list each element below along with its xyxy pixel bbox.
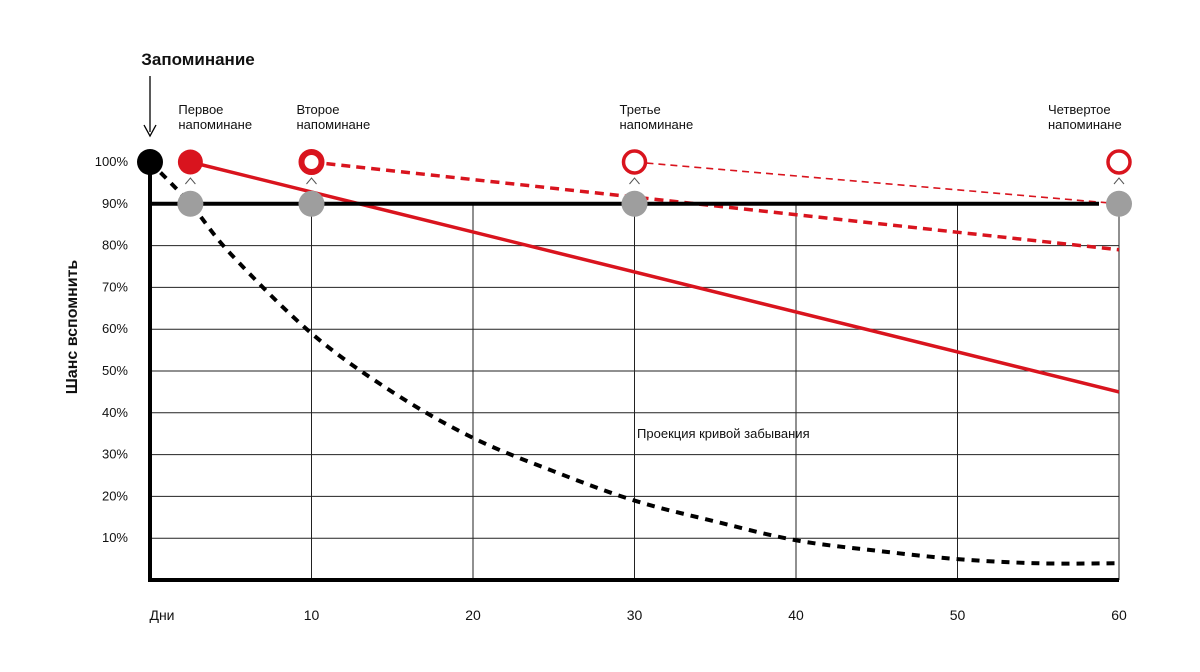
reminder-label-line: напоминане [1048, 117, 1122, 132]
y-tick-label: 20% [102, 488, 128, 503]
reminder-label: Второе напоминане [297, 102, 371, 132]
x-origin-label: Дни [149, 607, 174, 623]
x-tick-label: 50 [950, 607, 966, 623]
y-tick-label: 30% [102, 447, 128, 462]
reminder-gray-marker [621, 190, 648, 217]
x-tick-label: 60 [1111, 607, 1127, 623]
reminder-caret [1113, 177, 1125, 185]
reminder-label-line: Четвертое [1048, 102, 1111, 117]
y-tick-label: 60% [102, 321, 128, 336]
x-tick-label: 20 [465, 607, 481, 623]
title-arrowhead [143, 124, 157, 138]
x-tick-label: 40 [788, 607, 804, 623]
reminder-caret [629, 177, 640, 185]
reminder-red-marker [298, 149, 325, 175]
reminder-label-line: Второе [297, 102, 340, 117]
markers [137, 149, 1132, 217]
grid [150, 203, 1120, 580]
reminder-caret [306, 177, 317, 185]
series-lines [148, 160, 1120, 566]
chart-title: Запоминание [141, 50, 254, 69]
y-tick-label: 80% [102, 238, 128, 253]
x-tick-label: 30 [627, 607, 643, 623]
reminder-gray-marker [177, 190, 204, 217]
start-marker [137, 149, 163, 175]
reminder-gray-marker [298, 190, 325, 217]
reminder-label: Первое напоминане [178, 102, 252, 132]
reminder-gray-marker [1106, 190, 1132, 217]
curve-annotation: Проекция кривой забывания [637, 426, 810, 441]
y-tick-label: 40% [102, 405, 128, 420]
series-line-red-solid [189, 160, 1120, 394]
reminder-label: Четвертое напоминане [1048, 102, 1122, 132]
series-line-black-dashed [148, 160, 1120, 566]
x-tick-label: 10 [304, 607, 320, 623]
y-tick-label: 90% [102, 196, 128, 211]
reminder-caret [184, 177, 196, 185]
y-tick-label: 70% [102, 279, 128, 294]
reminder-label-line: напоминане [620, 117, 694, 132]
reminder-label: Третье напоминане [620, 102, 694, 132]
reminder-red-marker [1106, 149, 1132, 175]
reminder-red-marker [177, 149, 203, 175]
reminder-label-line: напоминане [297, 117, 371, 132]
series-line-red-dashed-thick [311, 160, 1120, 252]
reminder-red-marker [621, 149, 648, 175]
y-axis-label: Шанс вспомнить [64, 260, 81, 395]
y-tick-label: 100% [95, 154, 129, 169]
reminder-label-line: Первое [178, 102, 223, 117]
labels: Запоминание Шанс вспомнить Дни 10% 20% 30%… [64, 50, 1127, 623]
series-line-red-dashed-thin [634, 161, 1120, 205]
reminder-label-line: Третье [620, 102, 661, 117]
reminder-label-line: напоминане [178, 117, 252, 132]
y-tick-label: 50% [102, 363, 128, 378]
y-tick-label: 10% [102, 530, 128, 545]
